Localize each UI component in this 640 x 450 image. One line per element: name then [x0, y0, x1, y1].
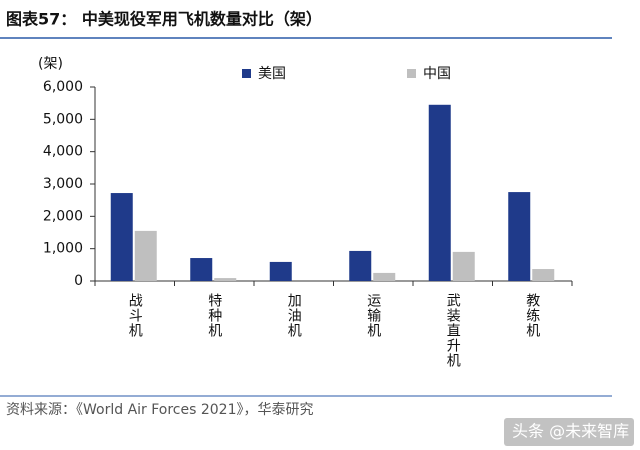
- x-tick-label: 战斗机: [127, 293, 143, 338]
- bar: [110, 193, 133, 281]
- bar: [269, 261, 292, 281]
- y-tick-label: 3,000: [43, 176, 83, 192]
- legend-swatch: [407, 69, 416, 78]
- y-tick-label: 5,000: [43, 111, 83, 127]
- page-title: 图表57： 中美现役军用飞机数量对比（架）: [6, 10, 322, 29]
- source-note: 资料来源：《World Air Forces 2021》，华泰研究: [6, 402, 314, 418]
- watermark-bg: [504, 418, 634, 446]
- x-tick-label: 教练机: [524, 293, 540, 338]
- bar: [428, 104, 451, 282]
- bar: [508, 192, 531, 281]
- bar: [349, 250, 372, 281]
- y-tick-label: 2,000: [43, 208, 83, 224]
- y-tick-label: 0: [74, 273, 83, 289]
- y-tick-label: 4,000: [43, 144, 83, 160]
- bar: [214, 278, 237, 281]
- x-tick-label: 特种机: [206, 293, 222, 338]
- watermark: 头条 @未来智库: [512, 422, 629, 441]
- unit-label: (架): [38, 56, 63, 72]
- x-tick-label: 加油机: [286, 293, 302, 338]
- legend-label: 美国: [258, 66, 286, 82]
- legend-swatch: [242, 69, 251, 78]
- bar: [452, 251, 475, 281]
- x-tick-label: 武装直升机: [445, 293, 461, 368]
- bar: [373, 272, 396, 281]
- legend-label: 中国: [423, 66, 451, 82]
- x-tick-label: 运输机: [365, 293, 381, 338]
- bar: [190, 258, 213, 281]
- bar: [532, 269, 555, 281]
- y-tick-label: 1,000: [43, 241, 83, 257]
- bar: [134, 230, 157, 281]
- y-tick-label: 6,000: [43, 79, 83, 95]
